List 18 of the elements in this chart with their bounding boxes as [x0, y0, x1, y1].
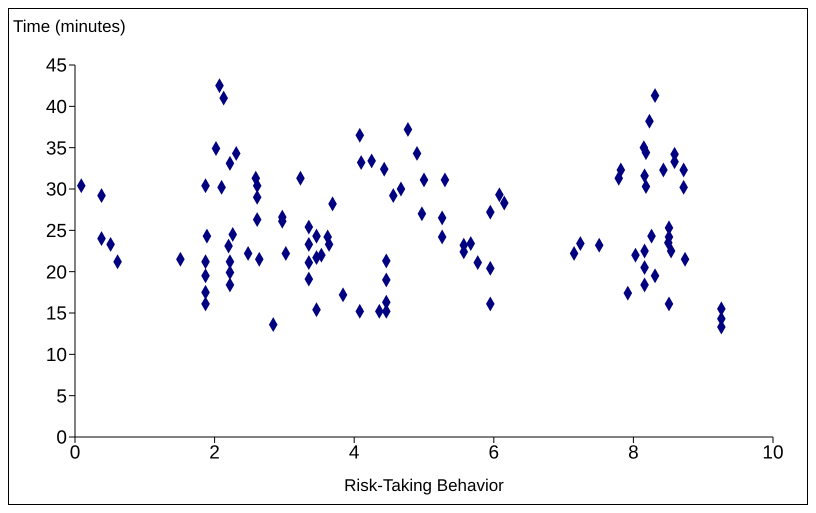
x-tick-label: 8 [628, 442, 639, 464]
x-tick-label: 4 [348, 442, 360, 464]
y-tick-label: 15 [46, 304, 67, 325]
x-tick-label: 6 [488, 442, 500, 464]
y-tick-label: 0 [56, 428, 67, 449]
x-axis-title: Risk-Taking Behavior [344, 476, 504, 495]
y-tick-label: 25 [46, 221, 67, 242]
x-tick-label: 10 [762, 442, 784, 464]
y-tick-label: 30 [46, 180, 67, 201]
y-tick-label: 40 [46, 97, 67, 118]
y-axis-title: Time (minutes) [13, 17, 126, 37]
y-tick-label: 10 [46, 345, 67, 366]
y-tick-label: 5 [56, 386, 67, 408]
x-tick-label: 2 [209, 442, 220, 464]
y-tick-label: 35 [46, 138, 67, 160]
y-tick-label: 45 [46, 56, 67, 77]
x-tick-label: 0 [70, 442, 80, 464]
y-tick-label: 20 [46, 262, 67, 284]
